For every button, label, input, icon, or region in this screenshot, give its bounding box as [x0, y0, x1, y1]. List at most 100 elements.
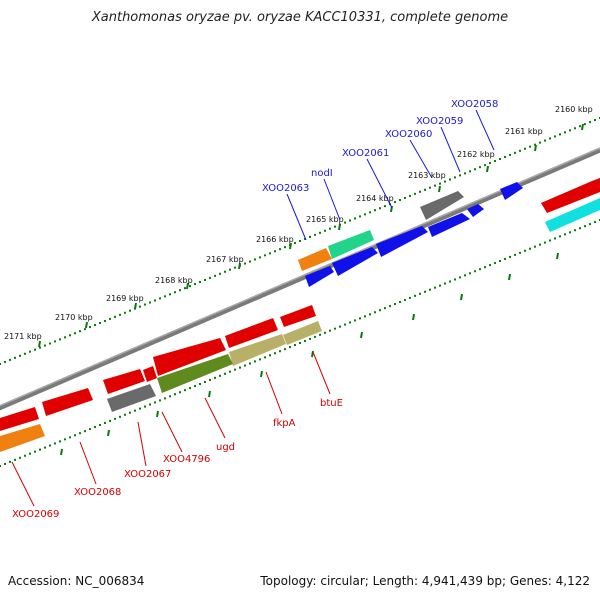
tick-dot — [459, 276, 461, 279]
tick-dot — [549, 239, 551, 242]
tick-dot — [369, 313, 371, 316]
tick-dot — [184, 287, 186, 290]
gene-feature-forward[interactable] — [545, 198, 600, 232]
tick-dot — [294, 242, 296, 245]
tick-dot — [109, 419, 111, 422]
tick-dot — [324, 229, 326, 232]
gene-feature-reverse[interactable] — [280, 305, 316, 327]
tick-dot — [349, 219, 351, 222]
inner-tick — [156, 410, 159, 418]
tick-dot — [499, 158, 501, 160]
tick-dot — [319, 231, 321, 234]
gene-feature-reverse[interactable] — [42, 388, 93, 416]
tick-label: 2165 kbp — [306, 215, 344, 224]
inner-tick — [508, 273, 511, 281]
tick-dot — [189, 387, 191, 390]
tick-dot — [259, 256, 261, 259]
tick-dot — [159, 297, 161, 300]
tick-dot — [149, 403, 151, 406]
tick-dot — [4, 360, 6, 363]
tick-dot — [449, 280, 451, 283]
tick-dot — [169, 395, 171, 398]
gene-feature-reverse[interactable] — [107, 384, 156, 412]
tick-dot — [549, 137, 551, 140]
gene-feature-reverse[interactable] — [0, 424, 45, 452]
tick-dot — [234, 266, 236, 269]
tick-dot — [289, 346, 291, 349]
tick-dot — [474, 168, 476, 171]
tick-dot — [424, 188, 426, 191]
tick-dot — [24, 352, 26, 355]
tick-label: 2170 kbp — [55, 313, 93, 322]
inner-tick — [360, 331, 363, 339]
tick-dot — [64, 336, 66, 339]
gene-feature-reverse[interactable] — [283, 321, 322, 345]
tick-dot — [339, 325, 341, 328]
major-tick — [238, 262, 241, 270]
tick-dot — [99, 424, 101, 426]
gene-label: XOO2059 — [416, 116, 463, 127]
tick-dot — [104, 421, 106, 424]
gene-feature-forward[interactable] — [376, 226, 428, 257]
tick-dot — [219, 374, 221, 377]
tick-dot — [224, 372, 226, 375]
gene-label-leader — [265, 371, 283, 415]
tick-dot — [469, 272, 471, 275]
tick-dot — [234, 368, 236, 371]
gene-feature-reverse[interactable] — [103, 369, 145, 394]
tick-dot — [64, 438, 66, 441]
gene-feature-forward[interactable] — [305, 266, 334, 287]
tick-dot — [519, 149, 521, 152]
tick-dot — [274, 352, 276, 355]
tick-label: 2164 kbp — [356, 194, 394, 203]
gene-feature-forward[interactable] — [298, 248, 332, 271]
tick-dot — [529, 247, 531, 250]
gene-feature-reverse[interactable] — [143, 366, 157, 382]
tick-dot — [284, 348, 286, 351]
tick-dot — [34, 348, 36, 351]
tick-dot — [14, 356, 16, 359]
tick-dot — [484, 164, 486, 167]
gene-feature-forward[interactable] — [541, 178, 600, 213]
gene-label-leader — [323, 178, 341, 221]
gene-feature-reverse[interactable] — [153, 338, 226, 376]
gene-label: XOO2069 — [12, 509, 59, 520]
major-tick — [85, 321, 88, 329]
tick-dot — [134, 409, 136, 412]
gene-label: ugd — [216, 442, 235, 453]
tick-dot — [509, 255, 511, 258]
tick-dot — [89, 326, 91, 329]
tick-dot — [404, 196, 406, 199]
tick-dot — [209, 378, 211, 381]
tick-dot — [364, 315, 366, 318]
gene-feature-reverse[interactable] — [229, 334, 286, 366]
gene-feature-reverse[interactable] — [225, 318, 278, 348]
major-tick — [486, 165, 489, 173]
tick-dot — [49, 444, 51, 447]
tick-dot — [539, 141, 541, 144]
tick-dot — [329, 227, 331, 230]
inner-tick — [260, 370, 263, 378]
tick-dot — [584, 225, 586, 228]
gene-feature-forward[interactable] — [428, 213, 470, 237]
tick-dot — [14, 458, 16, 461]
gene-label-leader — [312, 351, 331, 395]
gene-feature-forward[interactable] — [467, 204, 484, 217]
tick-dot — [579, 125, 581, 128]
gene-feature-forward[interactable] — [500, 182, 523, 200]
gene-feature-forward[interactable] — [420, 191, 464, 220]
gene-label: XOO2060 — [385, 129, 432, 140]
tick-dot — [299, 342, 301, 344]
gene-feature-reverse[interactable] — [157, 354, 233, 393]
gene-feature-forward[interactable] — [332, 247, 378, 276]
tick-dot — [214, 376, 216, 379]
tick-label: 2168 kbp — [155, 276, 193, 285]
gene-feature-reverse[interactable] — [0, 407, 39, 431]
inner-tick — [311, 350, 314, 358]
tick-dot — [144, 303, 146, 306]
tick-dot — [229, 268, 231, 271]
gene-label-leader — [137, 421, 147, 467]
gene-label-leader — [475, 109, 495, 151]
tick-dot — [0, 363, 1, 365]
gene-feature-forward[interactable] — [328, 230, 374, 259]
